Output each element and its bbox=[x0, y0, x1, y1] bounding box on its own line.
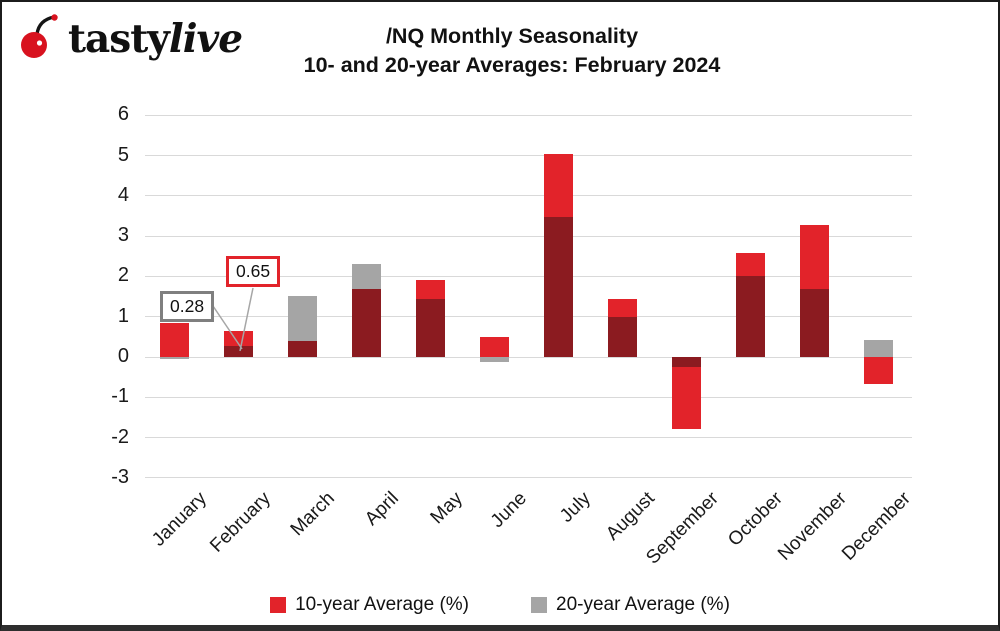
chart-title: /NQ Monthly Seasonality 10- and 20-year … bbox=[222, 22, 802, 80]
gridline bbox=[145, 396, 912, 398]
gridline bbox=[145, 477, 912, 479]
y-axis-tick-label: 3 bbox=[117, 224, 129, 247]
y-axis-tick-label: 5 bbox=[117, 143, 129, 166]
legend-item-10yr: 10-year Average (%) bbox=[270, 594, 469, 616]
bar-segment-april bbox=[351, 289, 381, 357]
legend-label-10yr: 10-year Average (%) bbox=[295, 594, 469, 615]
gridline bbox=[145, 356, 912, 358]
bar-segment-november bbox=[799, 224, 829, 289]
bar-segment-march bbox=[287, 295, 317, 341]
gridline bbox=[145, 235, 912, 237]
y-axis-tick-label: -1 bbox=[111, 385, 129, 408]
legend-label-20yr: 20-year Average (%) bbox=[556, 594, 730, 615]
red-swatch-icon bbox=[270, 597, 287, 613]
y-axis-tick-label: -3 bbox=[111, 465, 129, 488]
gridline bbox=[145, 316, 912, 318]
y-axis-tick-label: -2 bbox=[111, 425, 129, 448]
cherry-icon bbox=[18, 12, 64, 67]
gray-swatch-icon bbox=[531, 597, 547, 613]
bar-segment-may bbox=[415, 298, 445, 357]
bar-segment-may bbox=[415, 279, 445, 299]
chart-title-line2: 10- and 20-year Averages: February 2024 bbox=[303, 53, 721, 77]
gridline bbox=[145, 195, 912, 197]
gridline bbox=[145, 437, 912, 439]
tastylive-logo: tastylive bbox=[18, 12, 243, 67]
bar-segment-january bbox=[159, 322, 189, 357]
brand-name: tastylive bbox=[68, 16, 243, 62]
bar-segment-january bbox=[159, 357, 189, 359]
bar-segment-july bbox=[543, 153, 573, 217]
data-label-feb-10yr: 0.65 bbox=[226, 256, 281, 287]
bar-segment-february bbox=[223, 330, 253, 346]
bar-segment-february bbox=[223, 345, 253, 357]
bar-segment-october bbox=[735, 253, 765, 277]
legend-item-20yr: 20-year Average (%) bbox=[531, 594, 730, 616]
y-axis-tick-label: 6 bbox=[117, 103, 129, 126]
bar-segment-august bbox=[607, 298, 637, 317]
bar-segment-december bbox=[863, 340, 893, 357]
bar-segment-june bbox=[479, 357, 509, 362]
bar-segment-september bbox=[671, 367, 701, 430]
gridline bbox=[145, 155, 912, 157]
bar-segment-june bbox=[479, 336, 509, 357]
y-axis-tick-label: 0 bbox=[117, 345, 129, 367]
y-axis-tick-label: 2 bbox=[117, 264, 129, 287]
gridline bbox=[145, 114, 912, 116]
gridline bbox=[145, 275, 912, 277]
bar-segment-september bbox=[671, 357, 701, 368]
bar-segment-august bbox=[607, 316, 637, 357]
bar-segment-october bbox=[735, 276, 765, 357]
data-label-feb-20yr: 0.28 bbox=[160, 291, 215, 322]
legend: 10-year Average (%) 20-year Average (%) bbox=[2, 594, 998, 616]
y-axis-tick-label: 4 bbox=[117, 183, 129, 206]
bar-segment-april bbox=[351, 264, 381, 290]
bar-segment-december bbox=[863, 357, 893, 384]
bar-segment-november bbox=[799, 288, 829, 357]
y-axis-tick-label: 1 bbox=[117, 304, 129, 327]
bar-segment-july bbox=[543, 216, 573, 357]
chart-title-line1: /NQ Monthly Seasonality bbox=[385, 24, 639, 48]
bar-segment-march bbox=[287, 340, 317, 357]
